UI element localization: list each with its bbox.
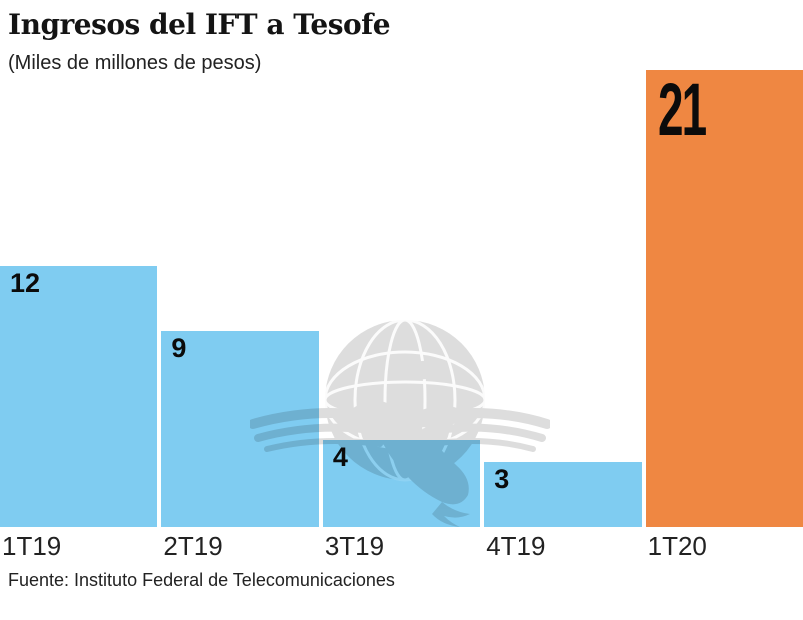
bar-value-label-2T19: 9 [171,333,187,364]
x-axis-label-1T20: 1T20 [647,531,707,561]
bar-column-2T19: 9 [161,70,319,527]
bar-1T20: 21 [645,68,803,527]
bar-value-label-1T19: 12 [10,267,41,298]
x-axis-label-2T19: 2T19 [163,531,223,561]
x-axis-label-4T19: 4T19 [486,531,546,561]
chart-title: Ingresos del IFT a Tesofe [8,8,391,41]
bar-column-1T19: 12 [0,70,158,527]
source-note: Fuente: Instituto Federal de Telecomunic… [8,570,395,590]
bar-1T19: 12 [0,265,158,527]
bar-column-1T20: 21 [645,68,803,527]
x-axis-labels: 1T19 2T19 3T19 4T19 1T20 [0,531,803,562]
bar-value-label-3T19: 4 [332,441,348,472]
x-axis-label-1T19: 1T19 [2,531,62,561]
bar-value-label-1T20: 21 [657,68,707,151]
bar-3T19: 4 [322,439,481,527]
bar-column-4T19: 3 [484,70,642,527]
bar-column-3T19: 4 [322,70,481,527]
chart-subtitle: (Miles de millones de pesos) [8,52,262,74]
bar-value-label-4T19: 3 [494,463,510,494]
bar-chart: 12 9 4 3 21 [0,70,803,527]
bar-4T19: 3 [484,461,642,527]
bars: 12 9 4 3 21 [0,70,803,527]
x-axis-label-3T19: 3T19 [324,531,385,561]
bar-2T19: 9 [161,331,319,527]
